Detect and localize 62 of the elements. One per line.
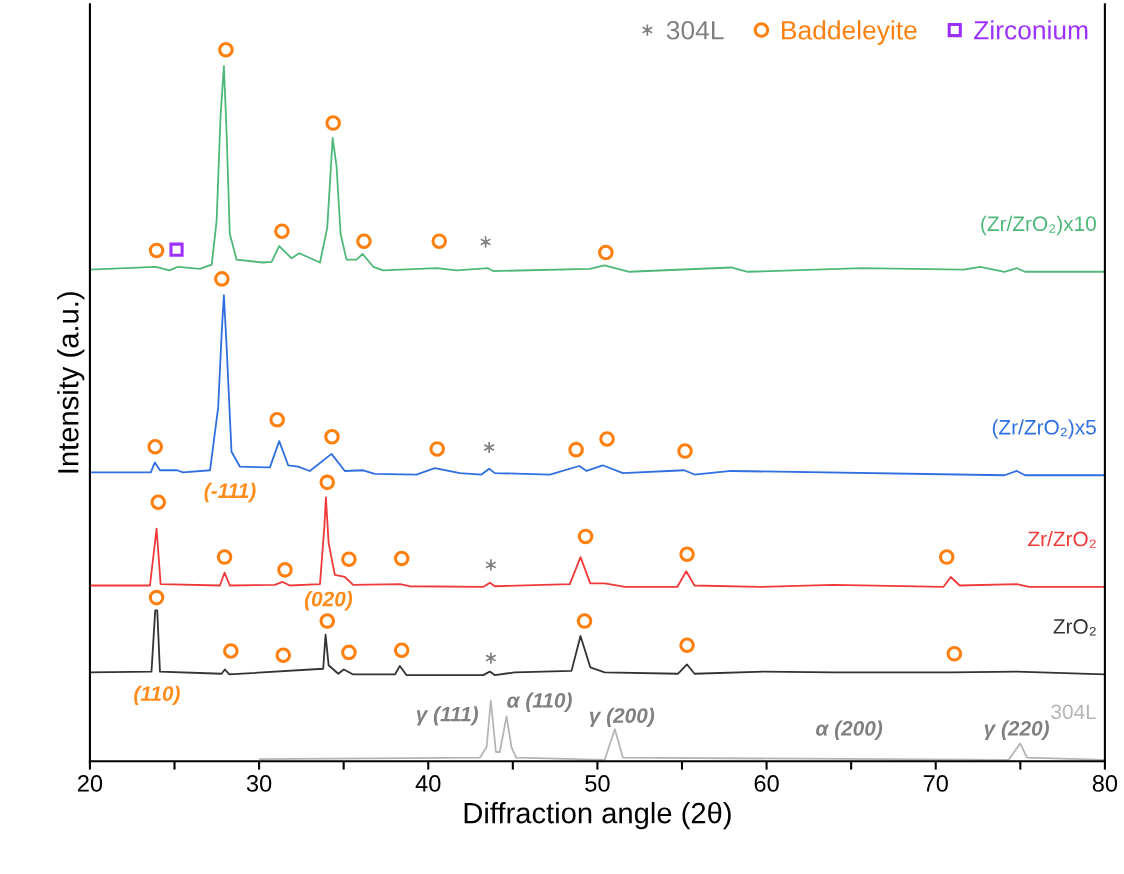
point — [169, 242, 184, 257]
point — [319, 613, 336, 629]
annotation: (-111) — [204, 482, 256, 503]
point — [679, 637, 695, 654]
legend-label: 304L — [666, 20, 724, 40]
point — [150, 494, 167, 511]
point — [275, 647, 292, 664]
point — [216, 549, 233, 565]
point — [576, 613, 593, 629]
point — [324, 429, 340, 445]
legend-label: Baddeleyite — [782, 20, 917, 45]
point — [147, 439, 163, 455]
point — [274, 223, 290, 239]
legend-label: Zirconium — [974, 20, 1088, 40]
point — [269, 411, 285, 428]
annotation: γ (200) — [589, 707, 655, 728]
series-label: Zr/ZrO₂ — [1028, 530, 1096, 548]
annotation: α (200) — [816, 720, 883, 740]
point — [568, 441, 584, 458]
x-tick-label: 60 — [754, 775, 779, 792]
series-label: ZrO₂ — [1053, 619, 1096, 636]
point — [598, 244, 614, 261]
point — [485, 558, 497, 572]
annotation: γ (111) — [416, 706, 479, 726]
annotation: α (110) — [507, 692, 572, 712]
point — [356, 233, 372, 249]
point — [277, 562, 293, 578]
point — [431, 233, 448, 249]
annotation: (020) — [304, 591, 353, 611]
x-tick-label: 40 — [415, 775, 441, 792]
point — [325, 115, 341, 131]
point — [214, 271, 230, 287]
point — [319, 474, 336, 491]
y-axis-title: Intensity (a.u.) — [57, 292, 85, 473]
x-tick-label: 20 — [77, 775, 103, 792]
point — [393, 642, 410, 659]
annotation: (110) — [134, 685, 180, 706]
x-axis-title: Diffraction angle (2θ) — [464, 802, 731, 830]
x-tick-label: 50 — [585, 775, 610, 792]
x-tick-label: 80 — [1092, 775, 1118, 792]
point — [483, 441, 495, 454]
x-tick-label: 30 — [246, 775, 272, 792]
point — [679, 546, 695, 562]
point — [341, 551, 357, 567]
point — [223, 643, 239, 659]
series-label: 304L — [1051, 704, 1097, 720]
point — [485, 651, 497, 665]
point — [938, 549, 955, 565]
x-tick-label: 70 — [923, 775, 948, 792]
annotation: γ (220) — [984, 720, 1049, 740]
point — [393, 550, 410, 567]
point — [218, 42, 234, 58]
series-label: (Zr/ZrO₂)x10 — [981, 215, 1096, 236]
point — [148, 242, 165, 259]
series-label: (Zr/ZrO₂)x5 — [992, 419, 1096, 439]
point — [577, 528, 594, 545]
point — [677, 443, 693, 459]
point — [946, 646, 963, 662]
point — [341, 644, 357, 661]
point — [429, 441, 445, 457]
point — [599, 431, 615, 447]
point — [148, 589, 165, 606]
